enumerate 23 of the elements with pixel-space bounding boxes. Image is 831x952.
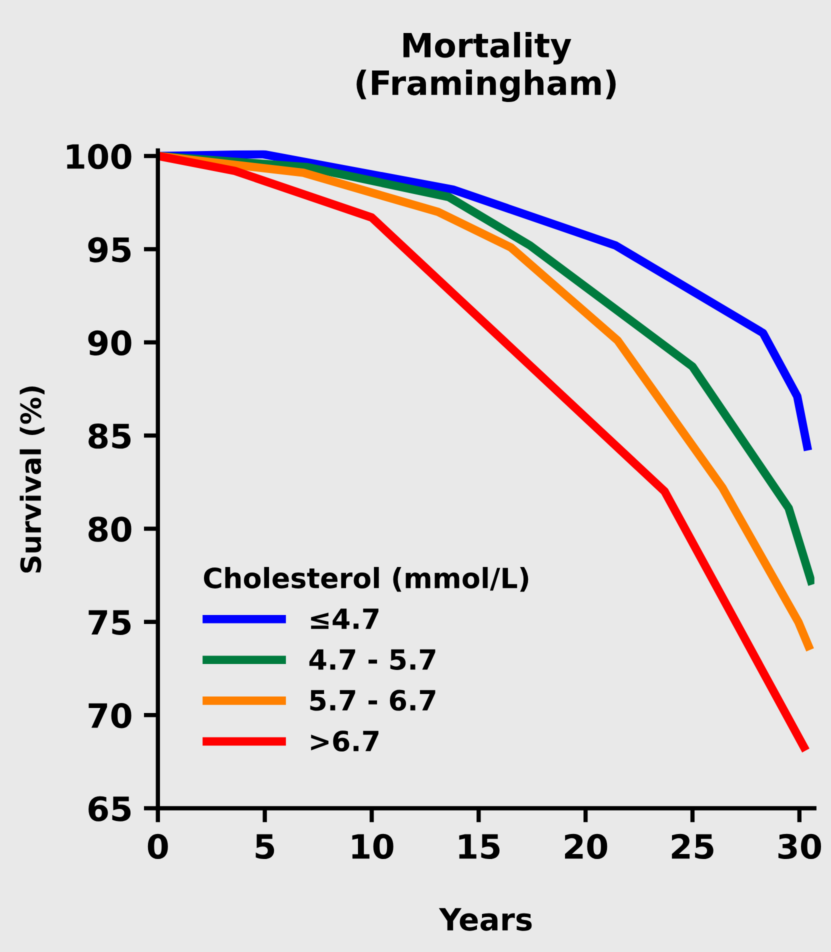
x-tick-label: 0 xyxy=(148,834,168,860)
y-tick-label: 80 xyxy=(88,516,132,542)
y-axis-title: Survival (%) xyxy=(20,386,45,573)
legend-label: >6.7 xyxy=(311,730,378,752)
legend-label: ≤4.7 xyxy=(311,608,378,629)
y-tick-label: 65 xyxy=(88,796,131,822)
legend-title: Cholesterol (mmol/L) xyxy=(204,566,528,592)
x-axis-title: Years xyxy=(438,908,532,931)
y-tick-label: 100 xyxy=(67,144,132,170)
x-tick-label: 15 xyxy=(459,834,500,860)
y-tick-label: 70 xyxy=(88,702,132,728)
legend-label: 4.7 - 5.7 xyxy=(309,649,436,670)
y-tick-label: 90 xyxy=(88,330,132,356)
y-tick-label: 95 xyxy=(88,237,131,262)
x-tick-label: 10 xyxy=(352,834,394,860)
legend-label: 5.7 - 6.7 xyxy=(310,690,436,711)
x-tick-label: 30 xyxy=(778,834,822,860)
y-tick-label: 75 xyxy=(88,610,131,636)
x-tick-label: 5 xyxy=(256,834,274,860)
x-tick-label: 20 xyxy=(565,834,608,860)
chart-title: Mortality (Framingham) xyxy=(356,32,616,102)
y-tick-label: 85 xyxy=(88,423,131,449)
x-tick-label: 25 xyxy=(672,834,714,860)
